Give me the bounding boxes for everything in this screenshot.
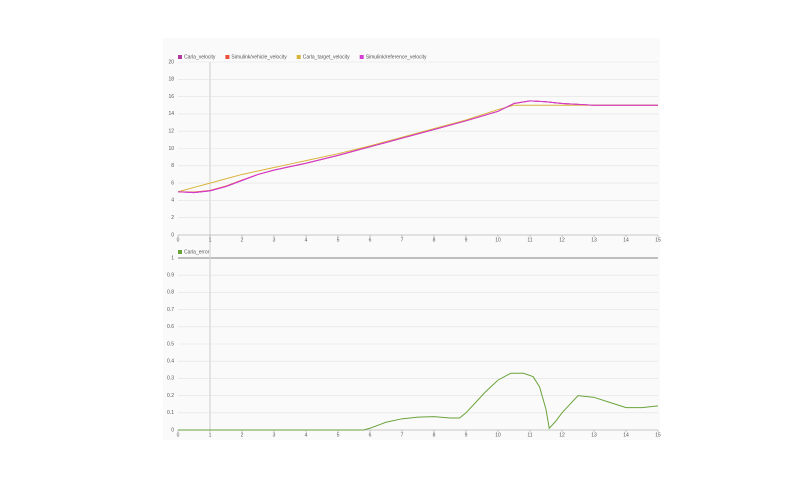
x-tick-label: 0	[177, 432, 180, 438]
x-tick-label: 15	[655, 432, 661, 438]
x-tick-label: 0	[177, 237, 180, 243]
y-tick-label: 0.9	[167, 273, 174, 279]
panel	[163, 38, 660, 440]
x-tick-label: 10	[495, 237, 501, 243]
legend-label: Simulink/reference_velocity	[366, 54, 427, 60]
x-tick-label: 13	[591, 432, 597, 438]
x-tick-label: 10	[495, 432, 501, 438]
legend-swatch	[296, 55, 301, 59]
y-tick-label: 16	[168, 94, 174, 100]
series-line	[177, 104, 658, 193]
x-tick-label: 9	[465, 237, 468, 243]
y-tick-label: 8	[171, 163, 174, 169]
series-line	[178, 372, 659, 431]
y-tick-label: 0.5	[167, 341, 174, 347]
x-tick-label: 5	[337, 237, 340, 243]
x-tick-label: 7	[401, 432, 404, 438]
y-tick-label: 0.2	[167, 393, 174, 399]
x-tick-label: 11	[527, 237, 532, 243]
y-tick-label: 2	[171, 215, 174, 221]
x-tick-label: 14	[623, 237, 629, 243]
legend-label: Simulink/vehicle_velocity	[231, 54, 287, 60]
x-tick-label: 14	[623, 432, 629, 438]
x-tick-label: 15	[655, 237, 661, 243]
x-tick-label: 9	[465, 432, 468, 438]
x-tick-label: 6	[369, 237, 372, 243]
legend-swatch	[359, 55, 364, 59]
x-tick-label: 6	[369, 432, 372, 438]
x-tick-label: 12	[559, 237, 565, 243]
x-tick-label: 3	[273, 432, 276, 438]
legend-swatch	[178, 250, 182, 254]
y-tick-label: 0.1	[167, 410, 174, 416]
y-tick-label: 0.8	[167, 290, 174, 296]
legend-label: Carla_error	[184, 249, 210, 255]
y-tick-label: 0.4	[167, 359, 174, 365]
y-tick-label: 0.6	[167, 324, 174, 330]
legend-swatch	[225, 55, 230, 59]
y-tick-label: 6	[171, 180, 174, 186]
x-tick-label: 1	[209, 432, 212, 438]
x-tick-label: 8	[433, 432, 436, 438]
legend-label: Carla_target_velocity	[303, 54, 350, 60]
y-tick-label: 0.3	[167, 376, 174, 382]
y-tick-label: 1	[171, 255, 174, 261]
x-tick-label: 13	[591, 237, 597, 243]
y-tick-label: 4	[171, 198, 174, 204]
y-tick-label: 12	[168, 129, 174, 135]
y-tick-label: 18	[168, 77, 174, 83]
y-tick-label: 20	[168, 59, 174, 65]
legend-label: Carla_velocity	[184, 54, 216, 60]
y-tick-label: 0	[171, 232, 174, 238]
x-tick-label: 8	[433, 237, 436, 243]
x-tick-label: 2	[241, 432, 244, 438]
y-tick-label: 0.7	[167, 307, 174, 313]
y-tick-label: 14	[168, 111, 174, 117]
x-tick-label: 4	[305, 432, 308, 438]
series-line	[177, 100, 658, 194]
y-tick-label: 10	[168, 146, 174, 152]
x-tick-label: 5	[337, 432, 340, 438]
y-tick-label: 0	[171, 427, 174, 433]
legend-swatch	[178, 55, 182, 59]
x-tick-label: 4	[305, 237, 308, 243]
x-tick-label: 11	[527, 432, 532, 438]
x-tick-label: 7	[401, 237, 404, 243]
x-tick-label: 2	[241, 237, 244, 243]
x-tick-label: 12	[559, 432, 565, 438]
x-tick-label: 3	[273, 237, 276, 243]
x-tick-label: 1	[209, 237, 212, 243]
